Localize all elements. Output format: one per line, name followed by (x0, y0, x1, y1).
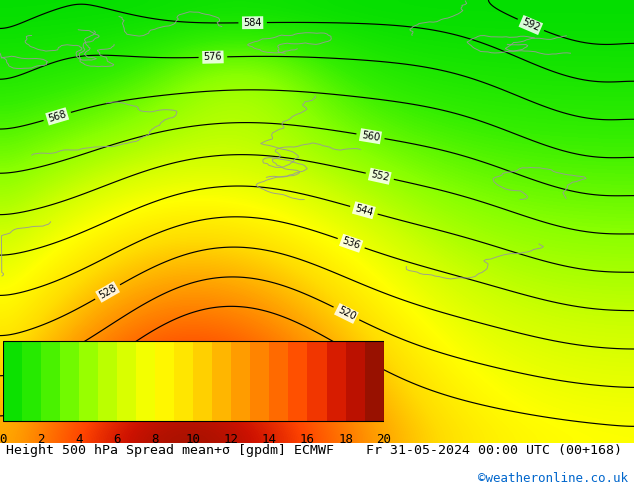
Text: 568: 568 (47, 109, 67, 124)
Text: 520: 520 (336, 305, 357, 322)
Text: 0: 0 (0, 433, 7, 446)
Text: 6: 6 (113, 433, 121, 446)
Bar (136, 341, 155, 421)
Text: 12: 12 (224, 433, 239, 446)
Bar (79, 341, 98, 421)
Text: 528: 528 (97, 283, 118, 301)
Text: 560: 560 (361, 130, 380, 143)
Text: 8: 8 (152, 433, 159, 446)
Bar (346, 341, 365, 421)
Bar (174, 341, 193, 421)
Bar (365, 341, 384, 421)
Bar (3, 341, 22, 421)
Bar (307, 341, 327, 421)
Text: 16: 16 (300, 433, 315, 446)
Bar (22, 341, 41, 421)
Bar (3, 341, 384, 421)
Text: 536: 536 (341, 236, 361, 251)
Bar (327, 341, 346, 421)
Bar (288, 341, 307, 421)
Text: 10: 10 (186, 433, 201, 446)
Bar (98, 341, 117, 421)
Bar (41, 341, 60, 421)
Bar (117, 341, 136, 421)
Bar (231, 341, 250, 421)
Text: Height 500 hPa Spread mean+σ [gpdm] ECMWF    Fr 31-05-2024 00:00 UTC (00+168): Height 500 hPa Spread mean+σ [gpdm] ECMW… (6, 444, 623, 457)
Text: 2: 2 (37, 433, 45, 446)
Bar (193, 341, 212, 421)
Text: 18: 18 (338, 433, 353, 446)
Text: 592: 592 (521, 17, 541, 33)
Text: 584: 584 (243, 18, 262, 28)
Text: ©weatheronline.co.uk: ©weatheronline.co.uk (477, 472, 628, 485)
Text: 576: 576 (204, 52, 223, 62)
Bar (269, 341, 288, 421)
Bar (250, 341, 269, 421)
Text: 20: 20 (376, 433, 391, 446)
Text: 4: 4 (75, 433, 83, 446)
Text: 14: 14 (262, 433, 277, 446)
Text: 552: 552 (370, 170, 390, 183)
Text: 544: 544 (354, 203, 374, 218)
Bar (155, 341, 174, 421)
Text: 512: 512 (340, 343, 362, 361)
Bar (212, 341, 231, 421)
Bar (60, 341, 79, 421)
